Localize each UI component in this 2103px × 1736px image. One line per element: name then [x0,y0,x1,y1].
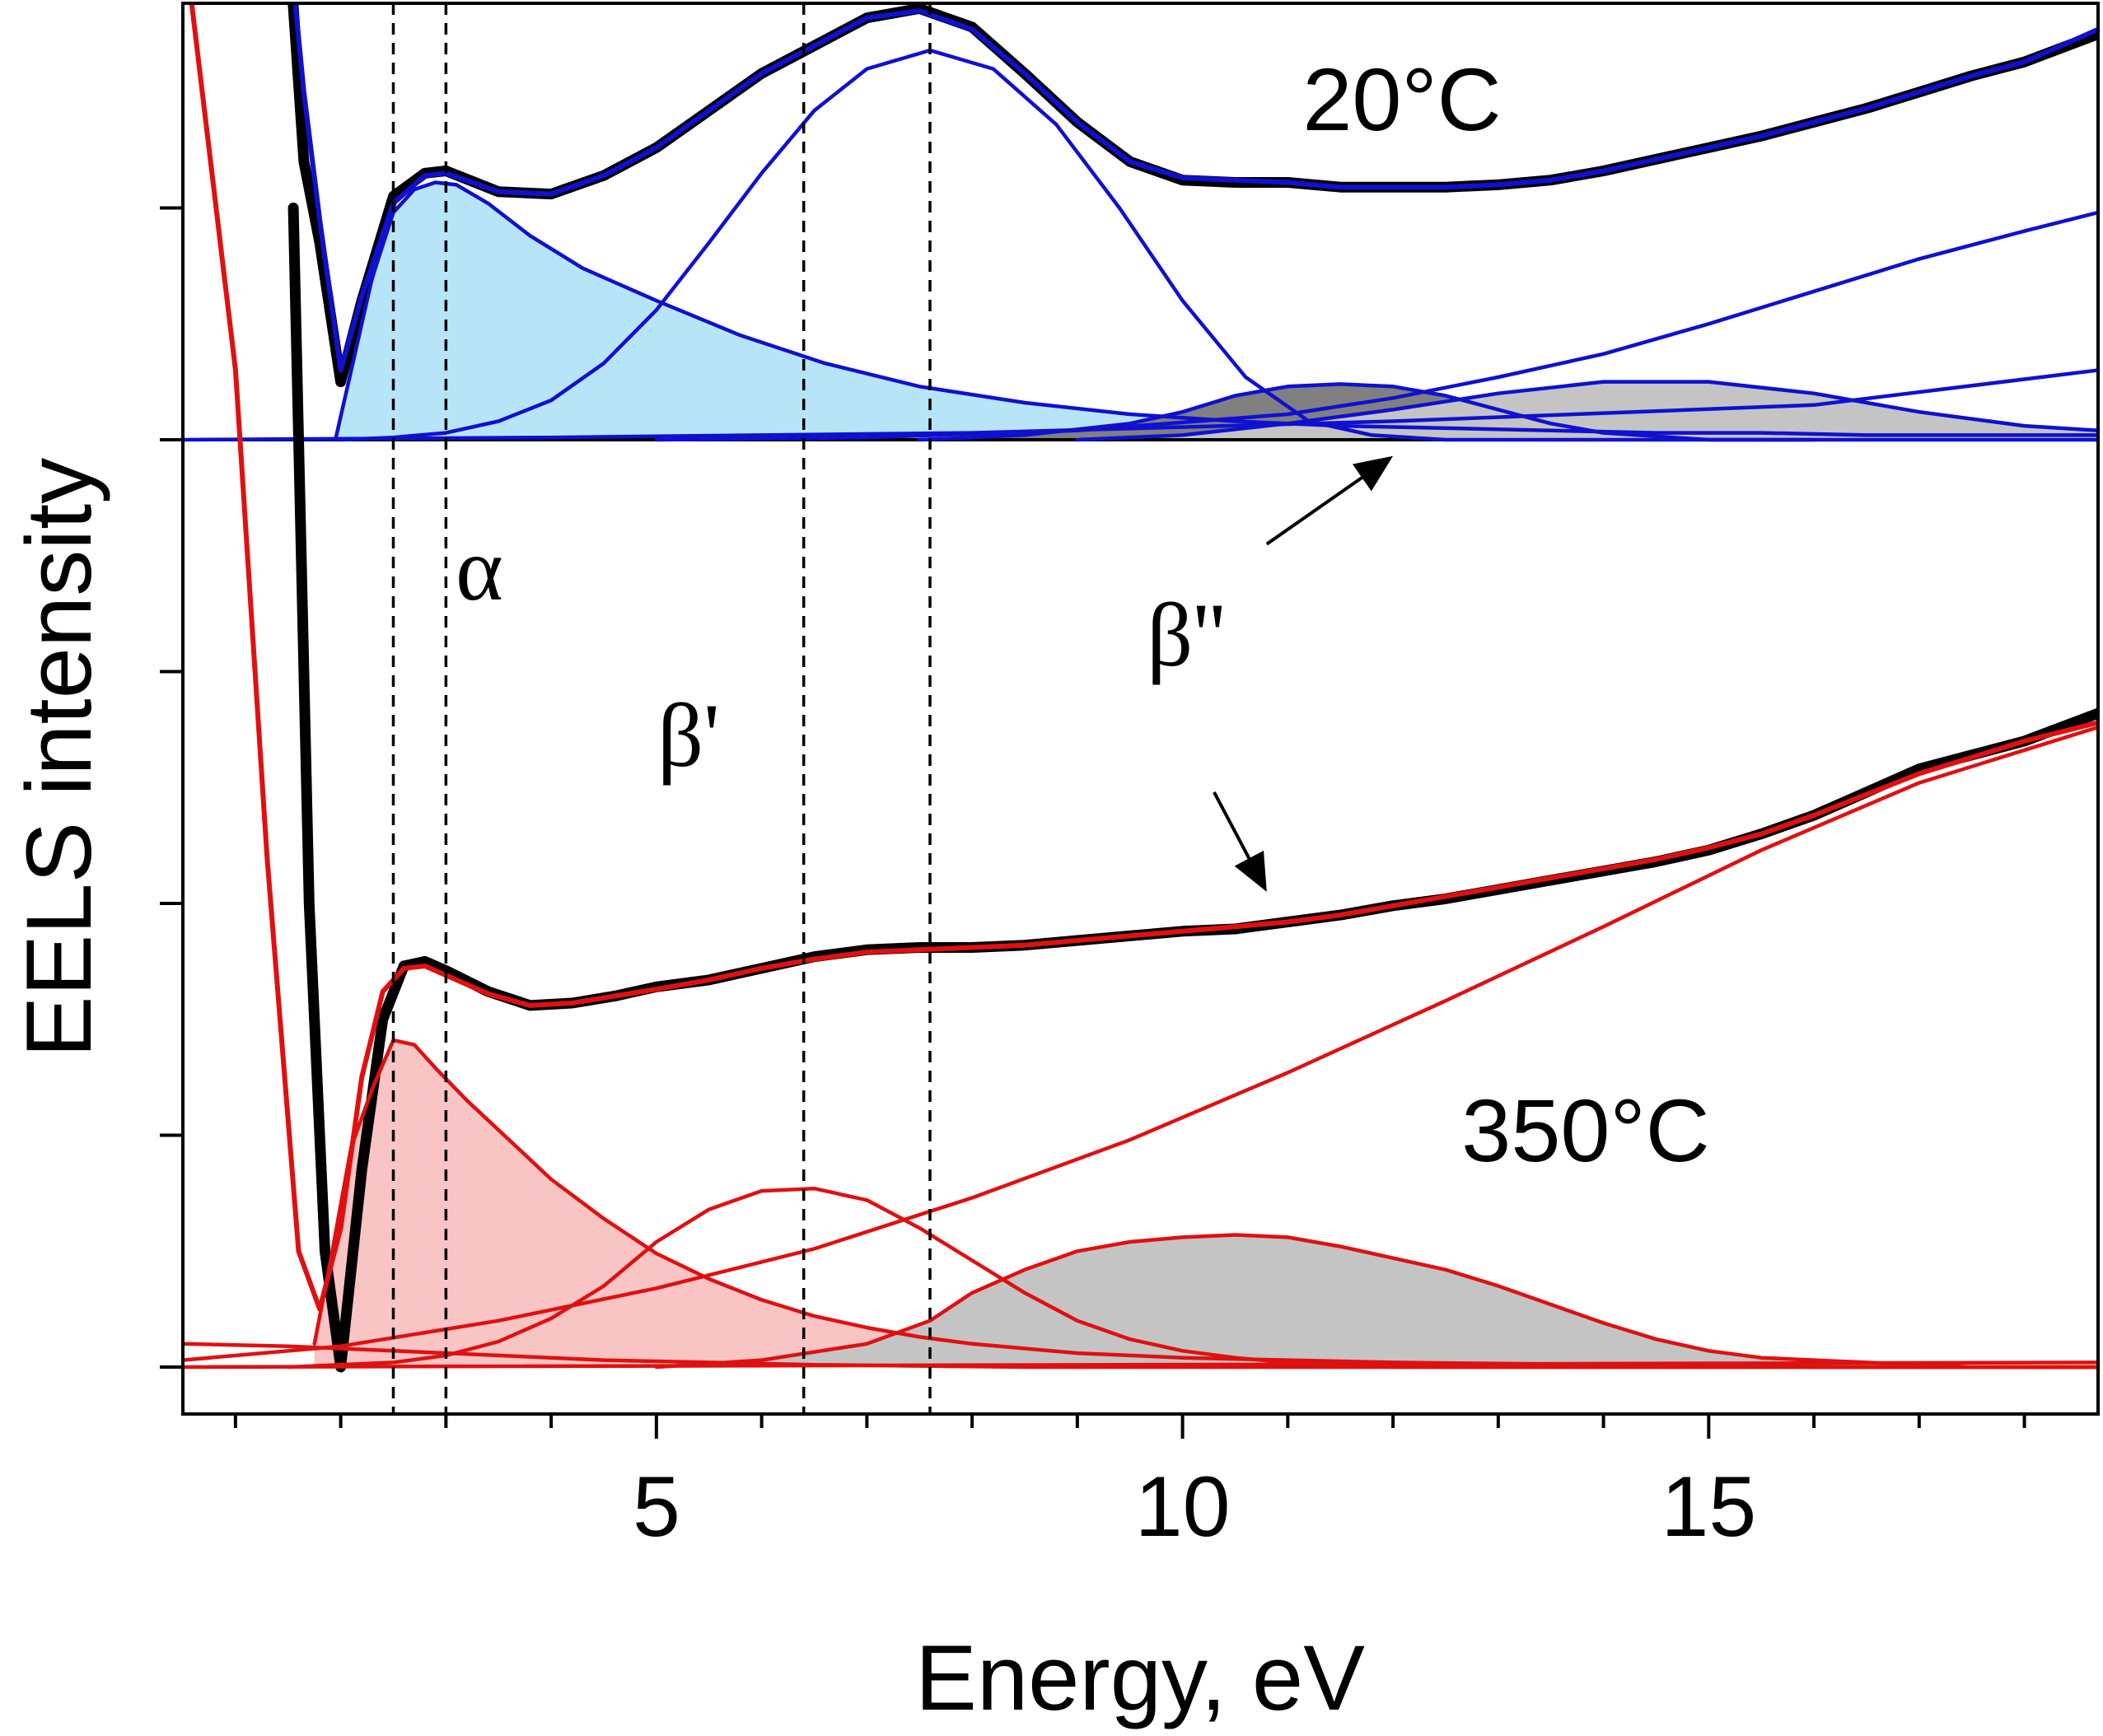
bottom-panel-label: 350°C [1461,1080,1709,1180]
series-350c-rising-background [183,725,2098,1362]
arrow-shaft-2 [1213,791,1251,860]
x-tick-label-15: 15 [1661,1459,1756,1555]
series-350c-tail-component [183,1342,2098,1370]
x-tick-label-10: 10 [1135,1459,1231,1555]
x-tick-label-5: 5 [633,1459,680,1555]
annotation-arrows [1213,455,1394,892]
series-350c-component-grey [654,1233,2098,1370]
peak-fills [314,182,2098,1367]
arrow-shaft-1 [1265,476,1363,546]
alpha-peak-label: α [456,519,503,619]
series-20c-component [333,180,2098,442]
series-350c-fit-sum [189,3,2098,1312]
x-axis-ticks: 5 10 15 [233,1414,2026,1555]
series-20c-component [339,48,2098,442]
arrow-head-2 [1234,850,1267,892]
y-axis-label: EELS intensity [7,458,110,1057]
series-20c-background-linear [183,368,2098,442]
reference-dashed-lines [391,3,932,1414]
series-20c-component-dark-grey [917,382,1816,442]
beta-prime-peak-label: β' [657,685,720,786]
spectrum-lines [183,3,2098,1373]
fill-20c-component [335,182,2098,440]
arrow-head-1 [1352,455,1394,492]
fill-350c-component [314,1040,2098,1367]
top-panel-label: 20°C [1302,49,1501,149]
beta-double-prime-peak-label: β'' [1147,585,1226,685]
series-20c-fit-sum [292,3,2098,373]
series-20c-broad-component-light-grey [1075,380,2098,442]
plot-frame [181,2,2100,1416]
fill-350c-component-grey [656,1234,2098,1367]
series-350c-baseline [183,1360,2098,1370]
x-axis-label: Energy, eV [915,1626,1365,1729]
y-axis-ticks [160,206,183,1369]
